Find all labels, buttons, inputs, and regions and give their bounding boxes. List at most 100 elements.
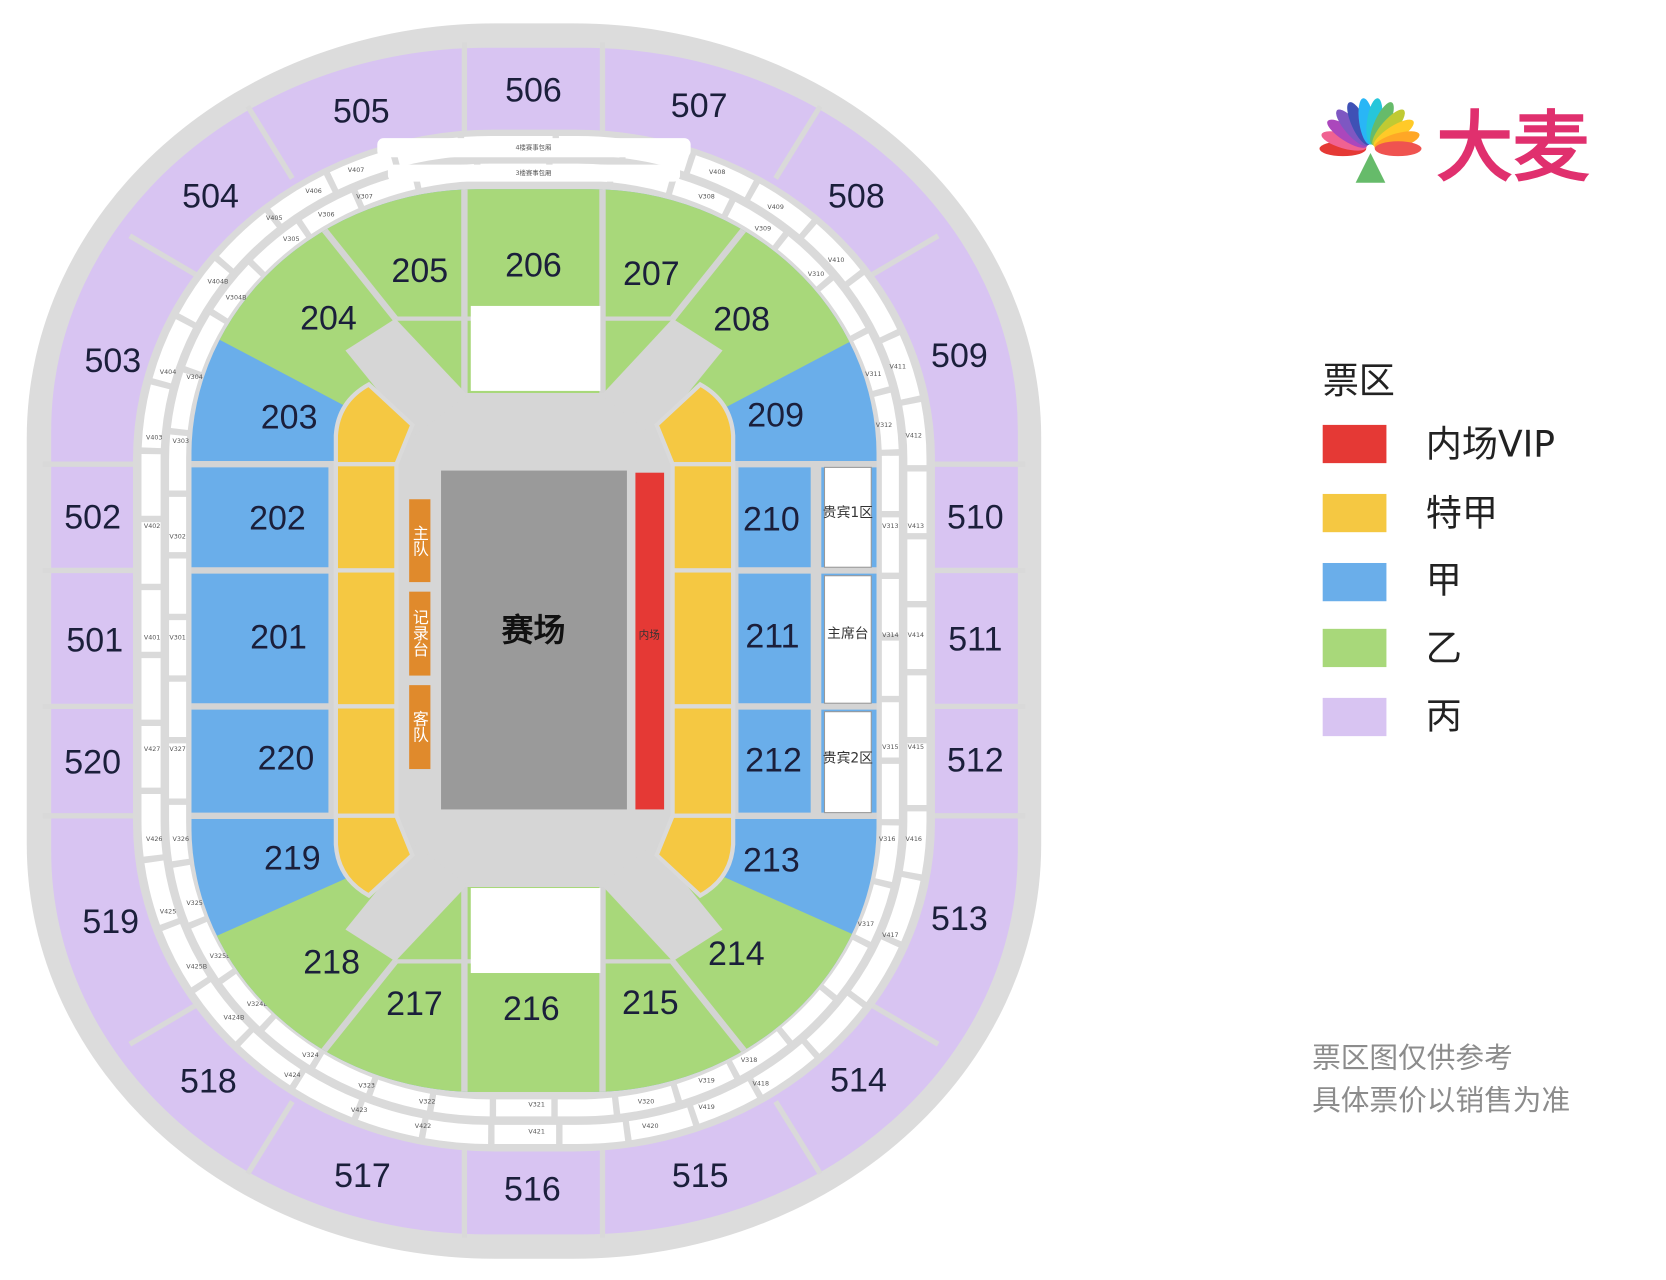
section-219[interactable]: 219: [264, 839, 321, 877]
section-220[interactable]: 220: [258, 739, 315, 777]
section-201[interactable]: 201: [250, 618, 307, 656]
section-209[interactable]: 209: [747, 396, 804, 434]
vip-box-v321[interactable]: V321: [528, 1101, 545, 1109]
vip-box-v425b[interactable]: V425B: [186, 963, 207, 971]
main-stand[interactable]: [823, 575, 872, 704]
vip-box-v319[interactable]: V319: [698, 1076, 715, 1084]
vip-box-v325b[interactable]: V325B: [210, 952, 231, 960]
vip-box-v322[interactable]: V322: [419, 1098, 436, 1106]
vip-box-v425[interactable]: V425: [160, 907, 177, 915]
vip-box-v326[interactable]: V326: [173, 835, 190, 843]
vip-box-v422[interactable]: V422: [415, 1122, 432, 1130]
vip-box-v414[interactable]: V414: [908, 631, 925, 639]
vip-box-v426[interactable]: V426: [146, 835, 163, 843]
vip-box-v314[interactable]: V314: [882, 631, 899, 639]
section-207[interactable]: 207: [623, 255, 680, 293]
section-511[interactable]: 511: [948, 620, 1002, 658]
vip-box-v323[interactable]: V323: [358, 1082, 375, 1090]
vip-box-v325[interactable]: V325: [186, 899, 203, 907]
section-503[interactable]: 503: [84, 342, 141, 380]
section-203[interactable]: 203: [261, 398, 318, 436]
section-217[interactable]: 217: [386, 985, 443, 1023]
box-3f-strip[interactable]: [387, 164, 681, 182]
inner-field-vip[interactable]: [635, 472, 665, 810]
section-517[interactable]: 517: [334, 1157, 391, 1195]
vip-box-v315[interactable]: V315: [882, 743, 899, 751]
vip-box-v418[interactable]: V418: [753, 1079, 770, 1087]
section-212[interactable]: 212: [745, 742, 802, 780]
vip-box-v311[interactable]: V311: [865, 370, 882, 378]
section-506[interactable]: 506: [505, 71, 562, 109]
vip-box-v411[interactable]: V411: [890, 362, 907, 370]
section-507[interactable]: 507: [671, 87, 728, 125]
section-215[interactable]: 215: [622, 984, 679, 1022]
vip-box-v402[interactable]: V402: [144, 522, 161, 530]
vip-box-v306[interactable]: V306: [318, 211, 335, 219]
vip-box-v423[interactable]: V423: [351, 1106, 368, 1114]
vip-box-v427[interactable]: V427: [144, 745, 161, 753]
section-210[interactable]: 210: [743, 500, 800, 538]
vip-box-v305[interactable]: V305: [283, 235, 300, 243]
vip-box-v327[interactable]: V327: [169, 745, 186, 753]
vip-box-v419[interactable]: V419: [698, 1103, 715, 1111]
section-516[interactable]: 516: [504, 1171, 561, 1209]
vip-box-v421[interactable]: V421: [528, 1127, 545, 1135]
vip-box-v405[interactable]: V405: [266, 214, 283, 222]
section-519[interactable]: 519: [82, 903, 139, 941]
section-205[interactable]: 205: [391, 252, 448, 290]
vip-zone-2[interactable]: [823, 711, 872, 814]
vip-box-v309[interactable]: V309: [755, 224, 772, 232]
section-518[interactable]: 518: [180, 1062, 237, 1100]
section-520[interactable]: 520: [64, 744, 121, 782]
section-509[interactable]: 509: [931, 337, 988, 375]
vip-box-v416[interactable]: V416: [905, 835, 922, 843]
vip-zone-1[interactable]: [823, 466, 872, 568]
vip-box-v410[interactable]: V410: [828, 256, 845, 264]
vip-box-v304[interactable]: V304: [186, 373, 203, 381]
section-216[interactable]: 216: [503, 990, 560, 1028]
section-218[interactable]: 218: [303, 943, 360, 981]
tier-teji[interactable]: [333, 381, 736, 899]
vip-box-v301[interactable]: V301: [169, 633, 186, 641]
section-515[interactable]: 515: [672, 1157, 729, 1195]
section-501[interactable]: 501: [66, 622, 123, 660]
vip-box-v304b[interactable]: V304B: [226, 293, 247, 301]
tier-yi-top[interactable]: [160, 159, 914, 409]
vip-box-v324[interactable]: V324: [302, 1051, 319, 1059]
vip-box-v308[interactable]: V308: [698, 193, 715, 201]
vip-box-v403[interactable]: V403: [146, 434, 163, 442]
vip-box-v408[interactable]: V408: [709, 168, 726, 176]
vip-box-v424b[interactable]: V424B: [223, 1014, 244, 1022]
section-510[interactable]: 510: [947, 498, 1004, 536]
vip-box-v316[interactable]: V316: [879, 835, 896, 843]
section-214[interactable]: 214: [708, 935, 765, 973]
section-505[interactable]: 505: [333, 93, 390, 131]
vip-box-v302[interactable]: V302: [169, 532, 186, 540]
section-513[interactable]: 513: [931, 900, 988, 938]
vip-box-v420[interactable]: V420: [642, 1122, 659, 1130]
vip-box-v313[interactable]: V313: [882, 522, 899, 530]
vip-box-v401[interactable]: V401: [144, 633, 161, 641]
vip-box-v406[interactable]: V406: [305, 187, 322, 195]
section-213[interactable]: 213: [743, 841, 800, 879]
vip-box-v320[interactable]: V320: [638, 1098, 655, 1106]
vip-box-v324b[interactable]: V324B: [247, 1000, 268, 1008]
section-204[interactable]: 204: [300, 300, 357, 338]
vip-box-v417[interactable]: V417: [882, 931, 899, 939]
vip-box-v318[interactable]: V318: [741, 1056, 758, 1064]
vip-box-v307[interactable]: V307: [356, 193, 373, 201]
vip-box-v404[interactable]: V404: [160, 368, 177, 376]
section-206[interactable]: 206: [505, 247, 562, 285]
vip-box-v409[interactable]: V409: [767, 203, 784, 211]
section-208[interactable]: 208: [713, 301, 770, 339]
vip-box-v310[interactable]: V310: [808, 270, 825, 278]
vip-box-v413[interactable]: V413: [908, 522, 925, 530]
vip-box-v412[interactable]: V412: [905, 432, 922, 440]
vip-box-v424[interactable]: V424: [284, 1071, 301, 1079]
vip-box-v415[interactable]: V415: [908, 743, 925, 751]
section-211[interactable]: 211: [745, 617, 799, 655]
vip-box-v407[interactable]: V407: [348, 166, 365, 174]
vip-box-v404b[interactable]: V404B: [208, 277, 229, 285]
vip-box-v317[interactable]: V317: [858, 920, 875, 928]
section-512[interactable]: 512: [947, 742, 1004, 780]
